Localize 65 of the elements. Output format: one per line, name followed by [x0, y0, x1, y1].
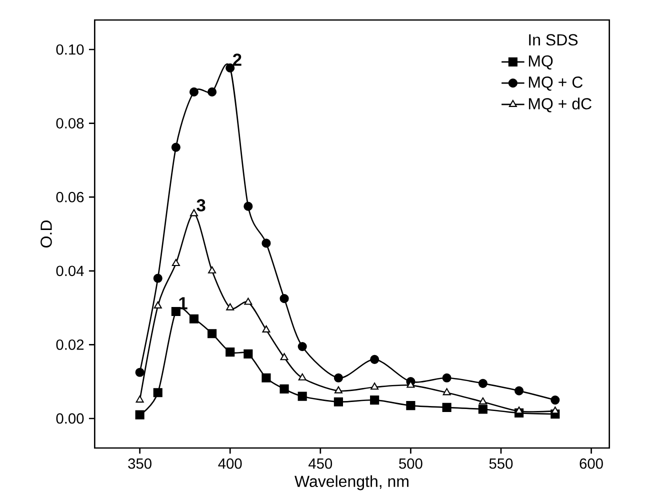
point — [514, 386, 524, 396]
point — [171, 306, 180, 316]
y-tick-label: 0.08 — [56, 118, 84, 129]
y-tick-label: 0.04 — [56, 266, 84, 276]
point — [442, 373, 452, 382]
point — [280, 294, 289, 304]
point — [262, 373, 271, 382]
legend-label: MQ + dC — [528, 98, 592, 112]
point — [370, 396, 380, 405]
point — [226, 63, 235, 72]
point — [190, 209, 198, 216]
x-tick-label: 450 — [308, 458, 332, 469]
point — [550, 396, 560, 405]
point — [189, 314, 199, 324]
point — [226, 348, 235, 357]
point — [208, 329, 217, 338]
point — [208, 87, 217, 96]
point — [334, 373, 343, 382]
y-tick-label: 0.06 — [56, 192, 84, 202]
point — [280, 384, 289, 394]
point — [442, 402, 452, 412]
point — [478, 397, 487, 404]
x-axis-title: Wavelength, nm — [294, 475, 408, 490]
legend-label: MQ + C — [528, 76, 583, 91]
point — [478, 404, 488, 414]
x-tick-label: 500 — [399, 458, 422, 469]
x-tick-label: 400 — [218, 458, 242, 469]
point — [135, 410, 144, 420]
point — [135, 368, 144, 377]
point — [370, 382, 379, 390]
point — [406, 401, 416, 410]
point — [226, 303, 234, 310]
point — [298, 392, 307, 401]
point — [370, 354, 380, 364]
y-tick-label: 0.00 — [56, 413, 84, 424]
y-axis-title: O.D — [40, 220, 52, 248]
annotation: 2 — [232, 54, 242, 66]
point — [280, 353, 288, 360]
point — [262, 238, 271, 248]
point — [244, 298, 252, 305]
x-tick-label: 550 — [489, 458, 513, 469]
point — [172, 258, 180, 266]
point — [189, 87, 199, 96]
point — [442, 388, 451, 396]
x-tick-label: 350 — [128, 458, 152, 469]
x-tick-label: 600 — [580, 458, 603, 469]
point — [298, 373, 306, 380]
y-tick-label: 0.02 — [56, 340, 84, 350]
point — [154, 301, 162, 308]
point — [478, 378, 488, 388]
point — [244, 202, 253, 211]
legend-title: In SDS — [529, 34, 578, 46]
point — [298, 342, 307, 352]
point — [244, 349, 253, 358]
point — [136, 396, 144, 403]
point — [153, 388, 162, 398]
point — [208, 266, 216, 274]
point — [153, 274, 162, 283]
point — [334, 386, 342, 394]
point — [262, 325, 270, 332]
annotation: 3 — [196, 199, 206, 212]
legend-label: MQ — [528, 55, 553, 70]
point — [171, 142, 180, 152]
point — [334, 397, 343, 406]
y-tick-label: 0.10 — [56, 44, 84, 55]
